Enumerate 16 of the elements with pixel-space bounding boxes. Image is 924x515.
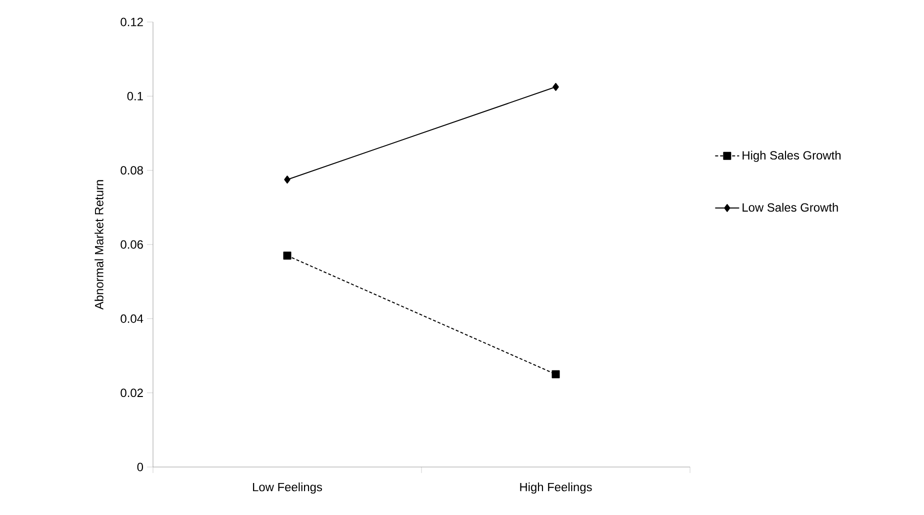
x-tick-label: High Feelings [520, 482, 592, 494]
legend-label: High Sales Growth [742, 150, 841, 162]
point [284, 176, 290, 184]
y-tick-label: 0.04 [120, 314, 144, 323]
y-tick-label: 0.12 [120, 18, 143, 26]
y-tick-label: 0.1 [127, 92, 143, 100]
point [283, 252, 292, 260]
y-tick-label: 0.08 [120, 166, 143, 175]
legend-label: Low Sales Growth [742, 202, 838, 212]
point [552, 370, 560, 378]
y-axis-title: Abnormal Market Return [94, 180, 104, 310]
point [552, 82, 559, 91]
y-tick-label: 0.02 [120, 388, 143, 398]
x-tick-label: Low Feelings [253, 482, 322, 494]
y-tick-label: 0 [137, 462, 144, 472]
y-tick-label: 0.06 [120, 240, 143, 249]
